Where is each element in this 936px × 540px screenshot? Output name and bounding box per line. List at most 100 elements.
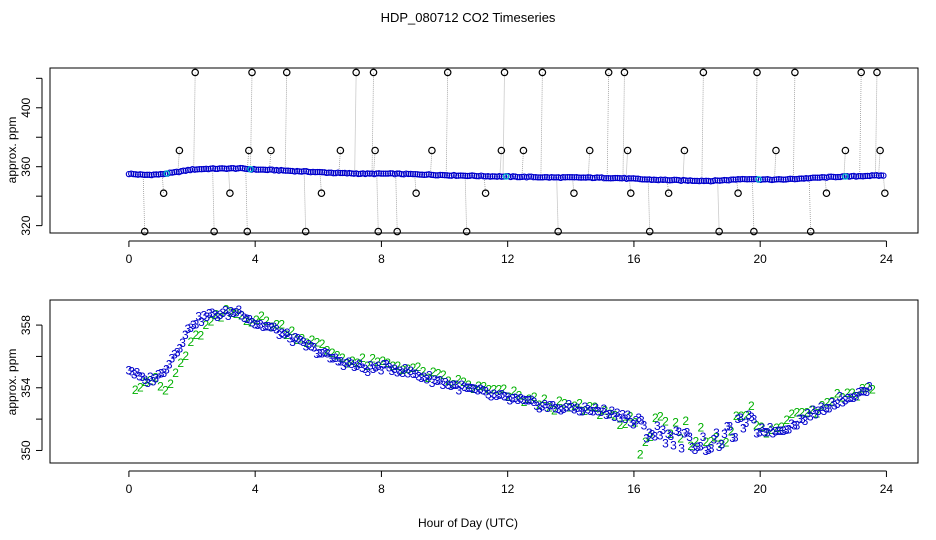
bottom-series3-glyph: 3	[297, 334, 304, 348]
top-baseline-point	[775, 176, 783, 183]
top-connector-line	[303, 171, 307, 232]
top-connector-line	[228, 168, 231, 194]
bottom-series3-glyph: 3	[582, 400, 589, 414]
bottom-series3-glyph: 3	[536, 401, 543, 415]
top-baseline-point	[612, 174, 619, 182]
bottom-series3-glyph: 3	[168, 351, 175, 365]
bottom-series3-glyph: 3	[681, 426, 688, 440]
top-baseline-point	[705, 177, 712, 185]
bottom-series2-glyph: 2	[854, 390, 861, 404]
bottom-series3-glyph: 3	[142, 373, 149, 387]
top-baseline-point	[203, 165, 210, 172]
top-baseline-point	[518, 173, 526, 181]
top-baseline-point	[762, 176, 769, 183]
bottom-series3-glyph: 3	[684, 426, 691, 440]
top-outlier-points	[140, 68, 889, 236]
bottom-series2-glyph: 2	[586, 400, 593, 414]
top-baseline-point	[171, 168, 178, 176]
bottom-series2-glyph: 2	[607, 407, 614, 421]
top-outlier-point	[791, 68, 799, 77]
bottom-series3-glyph: 3	[209, 306, 216, 320]
bottom-series3-glyph: 3	[445, 378, 452, 392]
bottom-series3-glyph: 3	[458, 378, 465, 392]
top-baseline-point	[139, 171, 146, 178]
bottom-series2-glyph: 2	[142, 375, 149, 389]
top-baseline-point	[580, 174, 587, 181]
bottom-series3-glyph: 3	[523, 393, 530, 407]
top-outlier-point	[369, 68, 378, 77]
bottom-y-tick-label: 350	[19, 440, 33, 460]
bottom-series2-glyph: 2	[475, 379, 482, 393]
top-baseline-point	[430, 171, 437, 179]
bottom-series3-glyph: 3	[839, 396, 846, 410]
top-baseline-point	[603, 175, 610, 182]
bottom-series3-glyph: 3	[638, 414, 645, 428]
bottom-series3-glyph: 3	[718, 438, 725, 452]
bottom-series3-glyph: 3	[319, 347, 326, 361]
bottom-x-axis: 0 4 8 12 16 20 24	[126, 470, 893, 496]
top-outlier-point	[585, 146, 594, 155]
top-baseline-point	[337, 169, 344, 177]
top-baseline-point	[573, 174, 580, 181]
bottom-series2-glyph: 2	[182, 349, 189, 363]
bottom-series3-glyph: 3	[778, 424, 785, 438]
bottom-series3-glyph: 3	[751, 412, 758, 426]
bottom-series3-glyph: 3	[300, 335, 307, 349]
bottom-series3-glyph: 3	[606, 407, 613, 421]
bottom-x-tick-label: 8	[378, 482, 385, 496]
top-outlier-point	[210, 227, 218, 236]
top-baseline-point	[548, 173, 555, 181]
bottom-series2-glyph: 2	[485, 382, 492, 396]
bottom-series3-glyph: 3	[177, 342, 184, 356]
bottom-series3-glyph: 3	[498, 387, 505, 401]
bottom-series3-glyph: 3	[268, 321, 275, 335]
bottom-series3-glyph: 3	[708, 442, 715, 456]
bottom-series3-glyph: 3	[150, 374, 157, 388]
top-x-tick-label: 20	[754, 252, 768, 266]
bottom-series3-glyph: 3	[842, 393, 849, 407]
top-baseline-point	[423, 171, 430, 178]
top-baseline-point	[380, 170, 387, 177]
bottom-series3-glyph: 3	[745, 408, 752, 422]
bottom-series3-glyph: 3	[592, 401, 599, 415]
top-baseline-point	[434, 172, 442, 179]
top-baseline-point	[287, 167, 294, 175]
bottom-series3-glyph: 3	[273, 322, 280, 336]
top-baseline-point	[732, 176, 739, 183]
bottom-series2-glyph: 2	[864, 381, 871, 395]
top-baseline-point	[830, 173, 837, 181]
top-baseline-point	[741, 175, 748, 183]
top-connector-line	[701, 72, 704, 181]
top-baseline-point	[566, 174, 573, 181]
top-outlier-point	[873, 68, 881, 77]
top-baseline-point	[259, 166, 267, 173]
bottom-series3-glyph: 3	[796, 412, 803, 426]
bottom-panel: 2222222222222222222222222222222222222222…	[5, 299, 919, 496]
top-x-tick-label: 24	[880, 252, 894, 266]
bottom-series3-glyph: 3	[284, 326, 291, 340]
bottom-series2-glyph: 2	[632, 415, 639, 429]
top-cyan-point	[502, 173, 510, 180]
bottom-series2-glyph: 2	[293, 333, 300, 347]
top-outlier-point	[500, 68, 509, 77]
bottom-series2-glyph: 2	[208, 314, 215, 328]
bottom-series3-glyph: 3	[576, 404, 583, 418]
top-baseline-point	[668, 176, 676, 184]
top-outlier-point	[412, 189, 420, 198]
top-outlier-point	[301, 227, 310, 236]
top-baseline-point	[868, 172, 876, 179]
top-outlier-point	[159, 189, 168, 198]
top-connector-line	[245, 168, 248, 232]
top-baseline-point	[777, 176, 785, 183]
bottom-series3-glyph: 3	[549, 399, 556, 413]
bottom-series3-glyph: 3	[222, 304, 229, 318]
bottom-series3-glyph: 3	[413, 367, 420, 381]
bottom-series3-glyph: 3	[678, 442, 685, 456]
bottom-series3-glyph: 3	[812, 407, 819, 421]
bottom-series3-glyph: 3	[402, 362, 409, 376]
top-baseline-point	[234, 165, 242, 172]
top-baseline-point	[802, 174, 810, 182]
bottom-series3-glyph: 3	[850, 391, 857, 405]
bottom-series3-glyph: 3	[697, 439, 704, 453]
bottom-series3-glyph: 3	[654, 419, 661, 433]
